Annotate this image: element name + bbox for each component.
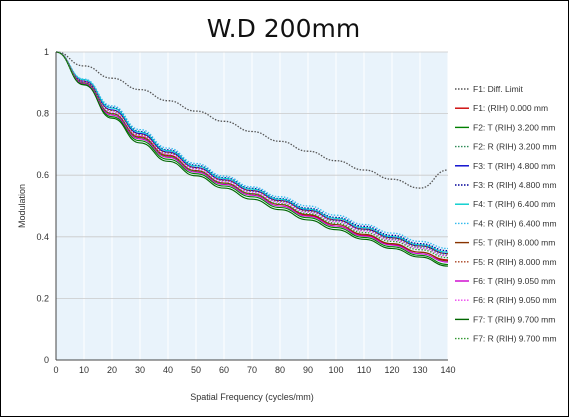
legend-label: F4: R (RIH) 6.400 mm xyxy=(473,218,557,228)
legend-label: F2: T (RIH) 3.200 mm xyxy=(473,122,555,132)
legend-label: F5: R (RIH) 8.000 mm xyxy=(473,257,557,267)
series-line xyxy=(55,51,449,253)
legend-label: F5: T (RIH) 8.000 mm xyxy=(473,238,555,248)
y-tick-label: 0.6 xyxy=(36,170,49,180)
series-layer xyxy=(55,51,449,267)
series-line xyxy=(55,51,449,263)
legend-label: F1: (RIH) 0.000 mm xyxy=(473,103,548,113)
legend-label: F7: R (RIH) 9.700 mm xyxy=(473,334,557,344)
x-tick-label: 10 xyxy=(79,365,89,375)
series-line xyxy=(55,51,449,266)
y-tick-label: 1 xyxy=(44,47,49,57)
series-line xyxy=(55,51,449,250)
x-tick-label: 40 xyxy=(163,365,173,375)
legend-label: F6: T (RIH) 9.050 mm xyxy=(473,276,555,286)
legend-label: F3: R (RIH) 4.800 mm xyxy=(473,180,557,190)
x-tick-label: 110 xyxy=(357,365,371,375)
legend-label: F7: T (RIH) 9.700 mm xyxy=(473,314,555,324)
y-tick-label: 0.4 xyxy=(36,232,49,242)
legend-label: F6: R (RIH) 9.050 mm xyxy=(473,295,557,305)
x-tick-label: 50 xyxy=(191,365,201,375)
x-tick-label: 130 xyxy=(412,365,427,375)
x-tick-label: 100 xyxy=(328,365,343,375)
y-tick-label: 0 xyxy=(44,355,49,365)
x-tick-label: 80 xyxy=(275,365,285,375)
series-line xyxy=(55,51,449,259)
x-tick-label: 20 xyxy=(107,365,117,375)
axes xyxy=(55,52,448,361)
legend-label: F3: T (RIH) 4.800 mm xyxy=(473,161,555,171)
legend-label: F4: T (RIH) 6.400 mm xyxy=(473,199,555,209)
series-line xyxy=(55,51,449,189)
y-tick-label: 0.2 xyxy=(36,293,49,303)
legend-label: F1: Diff. Limit xyxy=(473,84,524,94)
chart-title: W.D 200mm xyxy=(206,14,361,43)
x-tick-label: 140 xyxy=(440,365,455,375)
x-tick-label: 30 xyxy=(135,365,145,375)
series-line xyxy=(55,51,449,255)
legend: F1: Diff. Limit F1: (RIH) 0.000 mm F2: T (… xyxy=(455,84,557,344)
x-tick-label: 70 xyxy=(247,365,257,375)
x-tick-label: 120 xyxy=(384,365,399,375)
y-axis-label: Modulation xyxy=(17,184,27,228)
x-axis-label: Spatial Frequency (cycles/mm) xyxy=(190,392,314,402)
tick-labels: 0 10 20 30 40 50 60 70 80 90 100 110 120 130 140 0 0.2 0.… xyxy=(36,47,455,375)
series-line xyxy=(55,51,449,267)
x-tick-label: 0 xyxy=(53,365,58,375)
x-tick-label: 90 xyxy=(303,365,313,375)
y-tick-label: 0.8 xyxy=(36,109,49,119)
x-tick-label: 60 xyxy=(219,365,229,375)
legend-label: F2: R (RIH) 3.200 mm xyxy=(473,142,557,152)
